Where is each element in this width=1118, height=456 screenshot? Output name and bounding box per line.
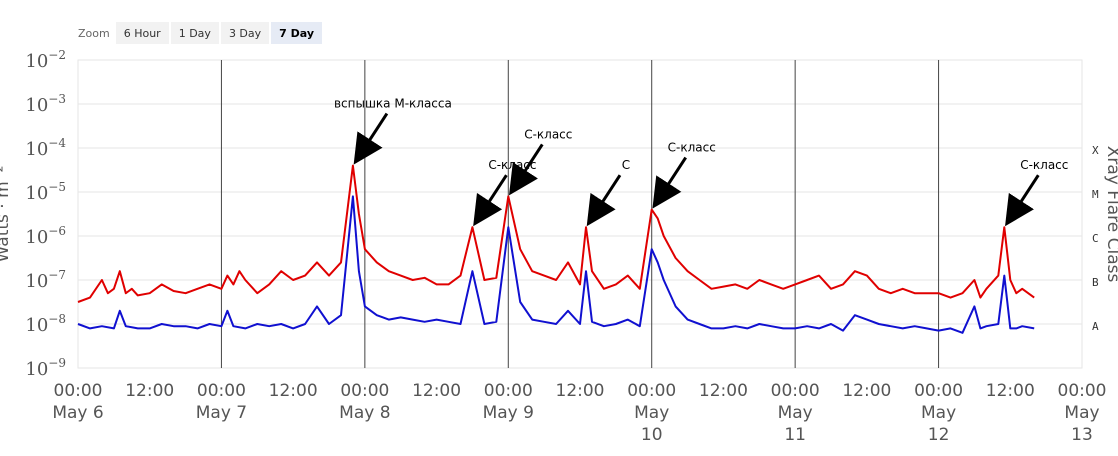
x-tick-time-label: 00:00 bbox=[484, 381, 533, 401]
x-tick-date-label: May 8 bbox=[339, 403, 390, 423]
y-tick-label: 10−2 bbox=[25, 48, 66, 72]
x-tick-time-label: 12:00 bbox=[412, 381, 461, 401]
annotation-label: С-класс bbox=[1020, 158, 1068, 172]
x-tick-date-label: 13 bbox=[1071, 425, 1093, 445]
x-tick-time-label: 00:00 bbox=[1058, 381, 1107, 401]
flare-class-label: X bbox=[1092, 144, 1099, 157]
y-tick-label: 10−5 bbox=[25, 180, 66, 204]
x-tick-time-label: 12:00 bbox=[986, 381, 1035, 401]
x-tick-time-label: 12:00 bbox=[699, 381, 748, 401]
zoom-6-hour-button[interactable]: 6 Hour bbox=[115, 22, 169, 44]
y-tick-label: 10−6 bbox=[25, 224, 66, 248]
flare-class-label: M bbox=[1092, 188, 1099, 201]
zoom-label: Zoom bbox=[78, 26, 110, 40]
x-tick-date-label: May 6 bbox=[52, 403, 103, 423]
flare-class-label: A bbox=[1092, 320, 1099, 333]
annotation-arrow bbox=[509, 143, 544, 196]
zoom-3-day-button[interactable]: 3 Day bbox=[220, 22, 270, 44]
y-tick-label: 10−3 bbox=[25, 92, 66, 116]
x-tick-date-label: May bbox=[778, 403, 813, 423]
x-tick-date-label: May 9 bbox=[483, 403, 534, 423]
annotation-arrow bbox=[353, 112, 389, 165]
y-tick-label: 10−8 bbox=[25, 312, 66, 336]
x-tick-time-label: 00:00 bbox=[197, 381, 246, 401]
annotation-label: вспышка М-класса bbox=[334, 97, 452, 111]
x-tick-time-label: 00:00 bbox=[771, 381, 820, 401]
x-tick-time-label: 00:00 bbox=[54, 381, 103, 401]
y2-axis-title: Xray Flare Class bbox=[1103, 146, 1118, 283]
annotation-label: С-класс bbox=[524, 127, 572, 141]
x-tick-date-label: 12 bbox=[928, 425, 950, 445]
x-tick-time-label: 12:00 bbox=[842, 381, 891, 401]
x-tick-time-label: 12:00 bbox=[269, 381, 318, 401]
x-tick-time-label: 00:00 bbox=[914, 381, 963, 401]
x-tick-date-label: May bbox=[634, 403, 669, 423]
x-tick-date-label: 10 bbox=[641, 425, 663, 445]
zoom-7-day-button[interactable]: 7 Day bbox=[271, 22, 323, 44]
zoom-1-day-button[interactable]: 1 Day bbox=[170, 22, 219, 44]
series-line-0 bbox=[77, 164, 1035, 303]
annotation-arrow bbox=[473, 174, 508, 227]
x-tick-time-label: 12:00 bbox=[125, 381, 174, 401]
annotation-arrow bbox=[652, 156, 687, 209]
annotation-arrow bbox=[1005, 174, 1040, 227]
x-tick-time-label: 00:00 bbox=[627, 381, 676, 401]
x-tick-date-label: May 7 bbox=[196, 403, 247, 423]
x-tick-date-label: May bbox=[921, 403, 956, 423]
y-tick-label: 10−9 bbox=[25, 356, 66, 380]
series-line-1 bbox=[77, 195, 1035, 334]
annotation-label: С bbox=[622, 158, 630, 172]
x-tick-time-label: 00:00 bbox=[340, 381, 389, 401]
y-tick-label: 10−4 bbox=[25, 136, 66, 160]
flare-class-label: C bbox=[1092, 232, 1099, 245]
zoom-bar: Zoom 6 Hour 1 Day 3 Day 7 Day bbox=[0, 21, 324, 45]
x-tick-time-label: 12:00 bbox=[556, 381, 605, 401]
annotation-label: С-класс bbox=[668, 141, 716, 155]
y-axis-title: Watts · m⁻² bbox=[0, 166, 13, 263]
x-tick-date-label: May bbox=[1064, 403, 1099, 423]
y-tick-label: 10−7 bbox=[25, 268, 66, 292]
x-tick-date-label: 11 bbox=[784, 425, 806, 445]
flare-class-label: B bbox=[1092, 276, 1099, 289]
annotation-arrow bbox=[586, 174, 622, 227]
